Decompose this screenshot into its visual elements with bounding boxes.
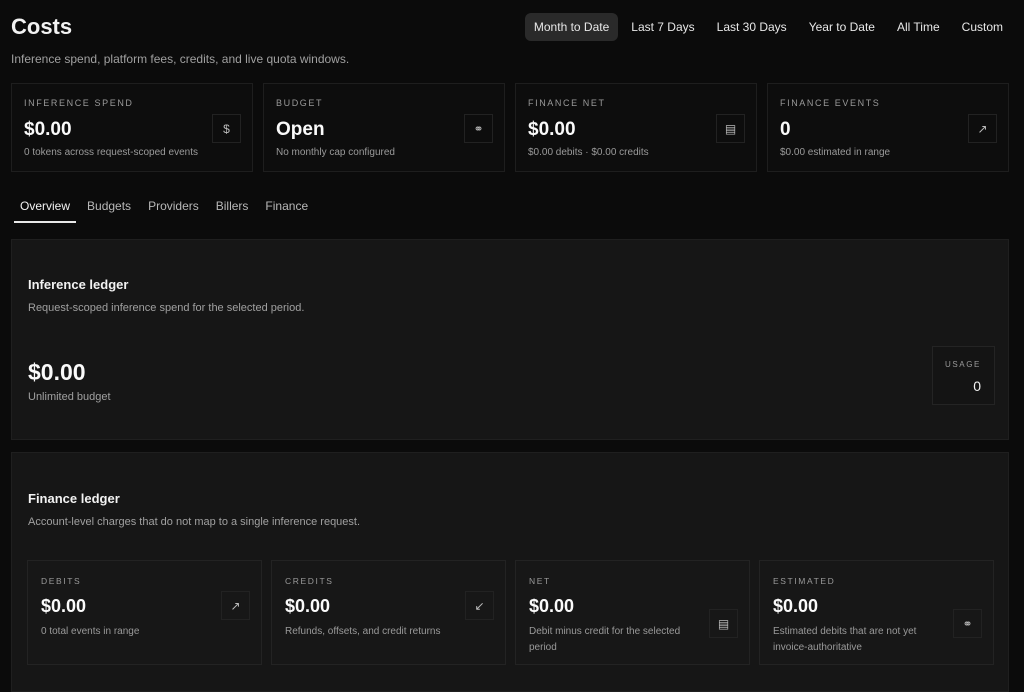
range-last-7-days[interactable]: Last 7 Days: [631, 20, 695, 34]
finance-card-subtext: Estimated debits that are not yet invoic…: [773, 626, 917, 653]
page-subtitle: Inference spend, platform fees, credits,…: [11, 52, 350, 66]
range-year-to-date[interactable]: Year to Date: [808, 20, 875, 34]
finance-ledger-description: Account-level charges that do not map to…: [28, 516, 361, 528]
stat-label: Finance Events: [780, 98, 881, 108]
usage-box: Usage 0: [932, 346, 995, 405]
finance-card-estimated: Estimated $0.00 Estimated debits that ar…: [759, 560, 994, 665]
tab-budgets[interactable]: Budgets: [87, 199, 132, 213]
finance-card-label: Credits: [285, 576, 334, 586]
stat-label: Finance Net: [528, 98, 606, 108]
dollar-icon: $: [212, 114, 241, 143]
tab-overview[interactable]: Overview: [14, 197, 77, 223]
tab-finance[interactable]: Finance: [265, 199, 309, 213]
link-icon: ⚭: [464, 114, 493, 143]
finance-ledger-title: Finance ledger: [28, 491, 120, 506]
inference-ledger-budget: Unlimited budget: [28, 391, 111, 403]
finance-card-subtext: Refunds, offsets, and credit returns: [285, 626, 441, 637]
finance-card-subtext: Debit minus credit for the selected peri…: [529, 626, 681, 653]
link-icon: ⚭: [953, 609, 982, 638]
arrow-up-right-icon: ↗: [968, 114, 997, 143]
stat-card-inference-spend: Inference Spend $0.00 0 tokens across re…: [11, 83, 253, 172]
stat-subtext: No monthly cap configured: [276, 147, 395, 158]
finance-card-subtext: 0 total events in range: [41, 626, 140, 637]
range-custom[interactable]: Custom: [961, 20, 1003, 34]
arrow-down-left-icon: ↙: [465, 591, 494, 620]
range-month-to-date[interactable]: Month to Date: [524, 13, 619, 41]
stat-value: Open: [276, 119, 325, 140]
finance-card-value: $0.00: [285, 596, 331, 616]
inference-ledger-description: Request-scoped inference spend for the s…: [28, 302, 305, 314]
finance-card-credits: Credits $0.00 Refunds, offsets, and cred…: [271, 560, 506, 665]
finance-card-debits: Debits $0.00 0 total events in range ↗: [27, 560, 262, 665]
inference-ledger-title: Inference ledger: [28, 277, 129, 292]
inference-ledger-panel: Inference ledger Request-scoped inferenc…: [11, 239, 1009, 440]
stat-subtext: 0 tokens across request-scoped events: [24, 147, 198, 158]
finance-card-value: $0.00: [41, 596, 87, 616]
finance-card-value: $0.00: [529, 596, 575, 616]
finance-card-label: Debits: [41, 576, 82, 586]
stat-subtext: $0.00 estimated in range: [780, 147, 891, 158]
stat-value: $0.00: [24, 119, 72, 140]
tab-providers[interactable]: Providers: [148, 199, 199, 213]
stat-value: 0: [780, 119, 791, 140]
stat-card-finance-net: Finance Net $0.00 $0.00 debits · $0.00 c…: [515, 83, 757, 172]
finance-card-net: Net $0.00 Debit minus credit for the sel…: [515, 560, 750, 665]
inference-ledger-value: $0.00: [28, 359, 86, 385]
arrow-up-right-icon: ↗: [221, 591, 250, 620]
receipt-icon: ▤: [709, 609, 738, 638]
stat-subtext: $0.00 debits · $0.00 credits: [528, 147, 649, 158]
usage-value: 0: [973, 378, 981, 394]
stat-card-budget: Budget Open No monthly cap configured ⚭: [263, 83, 505, 172]
receipt-icon: ▤: [716, 114, 745, 143]
stat-value: $0.00: [528, 119, 576, 140]
date-range-selector: Month to Date Last 7 Days Last 30 Days Y…: [524, 13, 1012, 41]
finance-card-label: Estimated: [773, 576, 836, 586]
range-all-time[interactable]: All Time: [896, 20, 940, 34]
page-title: Costs: [11, 14, 73, 39]
tab-bar: Overview Budgets Providers Billers Finan…: [14, 197, 319, 223]
stat-label: Budget: [276, 98, 324, 108]
finance-card-value: $0.00: [773, 596, 819, 616]
finance-card-label: Net: [529, 576, 551, 586]
usage-label: Usage: [944, 360, 981, 369]
range-last-30-days[interactable]: Last 30 Days: [716, 20, 787, 34]
stat-card-finance-events: Finance Events 0 $0.00 estimated in rang…: [767, 83, 1009, 172]
tab-billers[interactable]: Billers: [215, 199, 249, 213]
stat-label: Inference Spend: [24, 98, 134, 108]
